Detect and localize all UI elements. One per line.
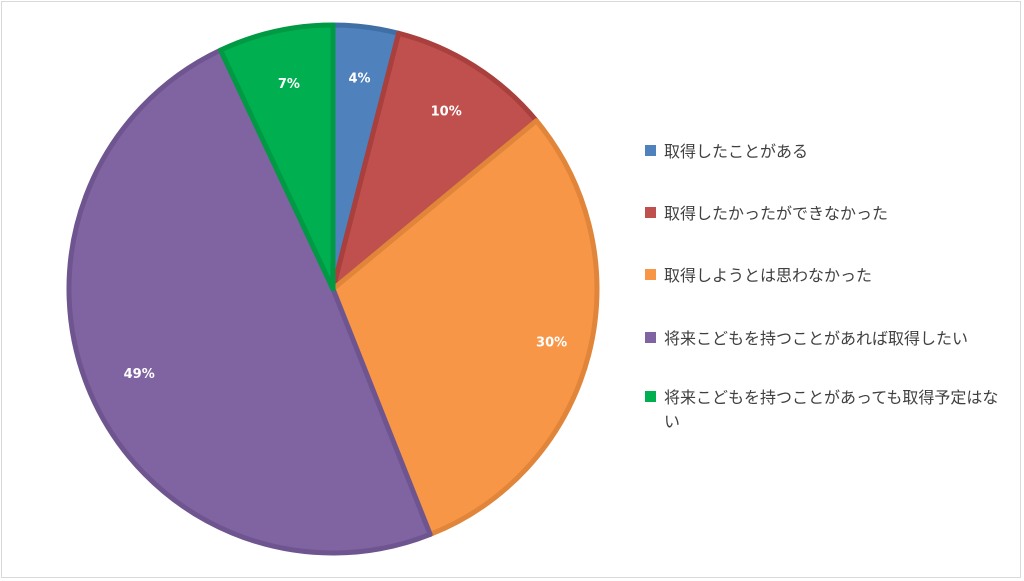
pie-slice-3 <box>66 47 433 556</box>
legend-swatch-4 <box>645 391 656 402</box>
data-label-1: 10% <box>431 105 462 120</box>
legend-label-3: 将来こどもを持つことがあれば取得したい <box>664 329 969 348</box>
legend-swatch-0 <box>645 145 656 156</box>
data-label-3: 49% <box>124 367 155 382</box>
data-label-4: 7% <box>278 77 300 92</box>
data-label-2: 30% <box>536 336 567 351</box>
legend-label-4: 将来こどもを持つことがあっても取得予定はない <box>664 388 999 431</box>
pie-data-labels: 4% 10% 30% 49% 7% <box>124 72 568 382</box>
legend-swatch-2 <box>645 269 656 280</box>
legend-label-1: 取得したかったができなかった <box>664 204 889 223</box>
pie-slices <box>66 22 600 556</box>
pie-slice-2 <box>330 118 600 537</box>
pie-slice-1 <box>330 30 539 292</box>
legend-label-0: 取得したことがある <box>664 142 809 161</box>
data-label-0: 4% <box>348 72 370 87</box>
legend-swatch-3 <box>645 332 656 343</box>
pie-slice-4 <box>218 22 336 292</box>
legend-swatch-1 <box>645 207 656 218</box>
legend-label-2: 取得しようとは思わなかった <box>664 266 873 285</box>
